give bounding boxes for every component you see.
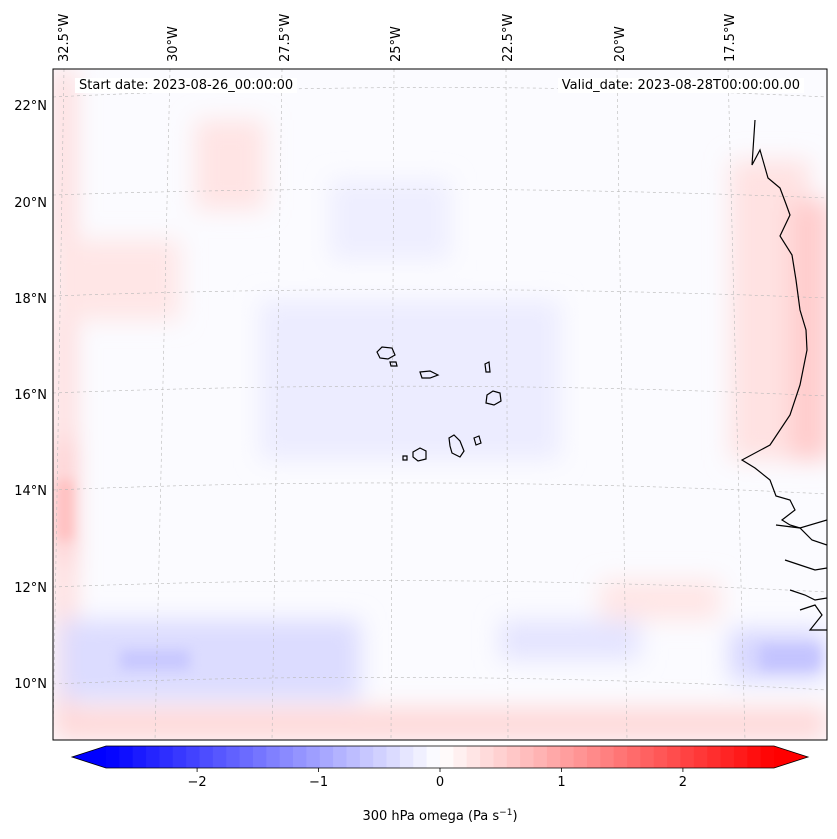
coastlines [376,119,827,631]
colorbar-cell [613,746,628,768]
colorbar-cell [186,746,201,768]
colorbar-cell [146,746,161,768]
colorbar-cell [480,746,495,768]
colorbar-cell [252,746,267,768]
lon-label: 25°W [389,26,404,62]
lon-label: 27.5°W [278,14,293,62]
colorbar-cell [560,746,575,768]
omega-field [53,69,827,740]
colorbar-cell [319,746,334,768]
colorbar-label: 300 hPa omega (Pa s−1) [362,808,517,824]
lat-label: 10°N [14,677,47,692]
colorbar-cell [760,746,775,768]
colorbar-cell [667,746,682,768]
lat-label: 18°N [14,292,47,307]
colorbar: −2 −1 0 1 2 300 hPa omega (Pa s−1) [70,745,810,824]
colorbar-cell [212,746,227,768]
colorbar-cell [226,746,241,768]
colorbar-cell [453,746,468,768]
colorbar-cell [680,746,695,768]
colorbar-cell [627,746,641,768]
colorbar-extend-max [774,746,808,768]
colorbar-cell [399,746,414,768]
colorbar-cell [466,746,481,768]
colorbar-cell [693,746,708,768]
colorbar-cell [306,746,321,768]
colorbar-cell [493,746,508,768]
colorbar-cell [279,746,294,768]
colorbar-cell [707,746,722,768]
colorbar-tick-label: 1 [557,775,565,790]
latitude-labels: 10°N 12°N 14°N 16°N 18°N 20°N 22°N [14,99,47,692]
colorbar-extend-min [72,746,106,768]
colorbar-tick-label: 2 [679,775,687,790]
colorbar-cell [359,746,374,768]
colorbar-ticks: −2 −1 0 1 2 [188,768,687,790]
lat-label: 20°N [14,196,47,211]
colorbar-cell [106,746,120,768]
colorbar-cell [747,746,762,768]
colorbar-cell [573,746,588,768]
colorbar-cell [426,746,441,768]
valid-date-label: Valid_date: 2023-08-28T00:00:00.00 [557,78,804,93]
colorbar-cell [546,746,561,768]
lat-label: 22°N [14,99,47,114]
plot-frame [52,68,828,741]
colorbar-cell [533,746,548,768]
colorbar-cell [520,746,535,768]
colorbar-cell [333,746,348,768]
start-date-label: Start date: 2023-08-26_00:00:00 [75,78,298,93]
colorbar-frame [70,745,810,769]
colorbar-cell [373,746,388,768]
colorbar-cell [506,746,521,768]
colorbar-cell [386,746,401,768]
colorbar-cell [640,746,655,768]
colorbar-cell [733,746,748,768]
colorbar-tick-label: 0 [436,775,444,790]
colorbar-cell [172,746,187,768]
lat-label: 12°N [14,581,47,596]
colorbar-cell [132,746,147,768]
lon-label: 17.5°W [723,14,738,62]
colorbar-cell [119,746,134,768]
lat-label: 14°N [14,484,47,499]
colorbar-cell [413,746,428,768]
colorbar-cell [653,746,668,768]
lon-label: 22.5°W [501,14,516,62]
colorbar-cell [346,746,361,768]
colorbar-cell [266,746,281,768]
longitude-labels: 32.5°W 30°W 27.5°W 25°W 22.5°W 20°W 17.5… [57,14,738,62]
colorbar-tick-label: −1 [309,775,328,790]
colorbar-tick-label: −2 [188,775,207,790]
colorbar-cell [239,746,254,768]
lon-label: 20°W [613,26,628,62]
lon-label: 30°W [166,26,181,62]
colorbar-cell [440,746,454,768]
colorbar-cell [159,746,174,768]
lon-label: 32.5°W [57,14,72,62]
colorbar-cell [293,746,307,768]
lat-label: 16°N [14,388,47,403]
colorbar-cell [720,746,735,768]
colorbar-cell [586,746,601,768]
colorbar-cell [600,746,615,768]
colorbar-cells [106,746,775,768]
colorbar-cell [199,746,214,768]
